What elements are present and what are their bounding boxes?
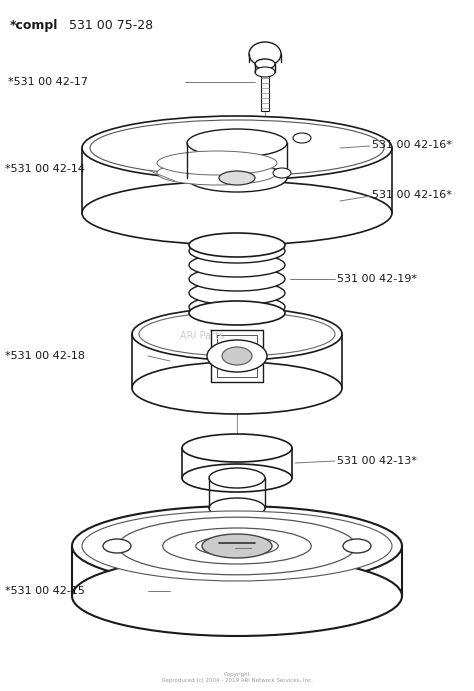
- Text: *531 00 42-17: *531 00 42-17: [8, 77, 88, 87]
- Text: ARI Parts: ARI Parts: [180, 331, 224, 341]
- Ellipse shape: [82, 116, 392, 180]
- Ellipse shape: [82, 511, 392, 581]
- Ellipse shape: [219, 171, 255, 185]
- Ellipse shape: [189, 267, 285, 291]
- Ellipse shape: [273, 168, 291, 178]
- Text: 531 00 42-19*: 531 00 42-19*: [337, 274, 417, 284]
- Ellipse shape: [207, 340, 267, 372]
- Ellipse shape: [139, 312, 335, 356]
- Text: *531 00 42-14: *531 00 42-14: [5, 164, 85, 174]
- Ellipse shape: [72, 556, 402, 636]
- Ellipse shape: [343, 539, 371, 553]
- Text: *531 00 42-18: *531 00 42-18: [5, 351, 85, 361]
- Text: Copyright
Reproduced (c) 2004 - 2019 ARI Network Services, Inc.: Copyright Reproduced (c) 2004 - 2019 ARI…: [162, 672, 312, 683]
- Ellipse shape: [72, 506, 402, 586]
- Ellipse shape: [90, 120, 384, 176]
- Ellipse shape: [157, 161, 277, 185]
- Text: 531 00 42-16*: 531 00 42-16*: [372, 190, 452, 200]
- Ellipse shape: [202, 534, 272, 558]
- Ellipse shape: [255, 67, 275, 77]
- Ellipse shape: [255, 59, 275, 69]
- Ellipse shape: [189, 253, 285, 277]
- Bar: [261, 74, 269, 111]
- Ellipse shape: [182, 464, 292, 492]
- Ellipse shape: [163, 528, 311, 564]
- Ellipse shape: [196, 536, 278, 556]
- Ellipse shape: [293, 133, 311, 143]
- Text: *compl: *compl: [10, 19, 58, 32]
- Ellipse shape: [209, 498, 265, 518]
- Ellipse shape: [132, 308, 342, 360]
- Ellipse shape: [182, 434, 292, 462]
- Ellipse shape: [118, 517, 356, 575]
- Ellipse shape: [103, 539, 131, 553]
- Ellipse shape: [189, 281, 285, 305]
- Ellipse shape: [189, 239, 285, 263]
- Ellipse shape: [189, 301, 285, 325]
- Ellipse shape: [187, 129, 287, 157]
- Ellipse shape: [132, 362, 342, 414]
- Text: 531 00 75-28: 531 00 75-28: [65, 19, 153, 32]
- Ellipse shape: [189, 295, 285, 319]
- Ellipse shape: [249, 42, 281, 66]
- Text: *531 00 42-15: *531 00 42-15: [5, 586, 85, 596]
- Ellipse shape: [82, 181, 392, 245]
- Text: 531 00 42-16*: 531 00 42-16*: [372, 140, 452, 150]
- Ellipse shape: [222, 347, 252, 365]
- Ellipse shape: [189, 233, 285, 257]
- Text: 531 00 42-13*: 531 00 42-13*: [337, 456, 417, 466]
- Ellipse shape: [157, 151, 277, 175]
- Ellipse shape: [187, 164, 287, 192]
- Ellipse shape: [209, 468, 265, 488]
